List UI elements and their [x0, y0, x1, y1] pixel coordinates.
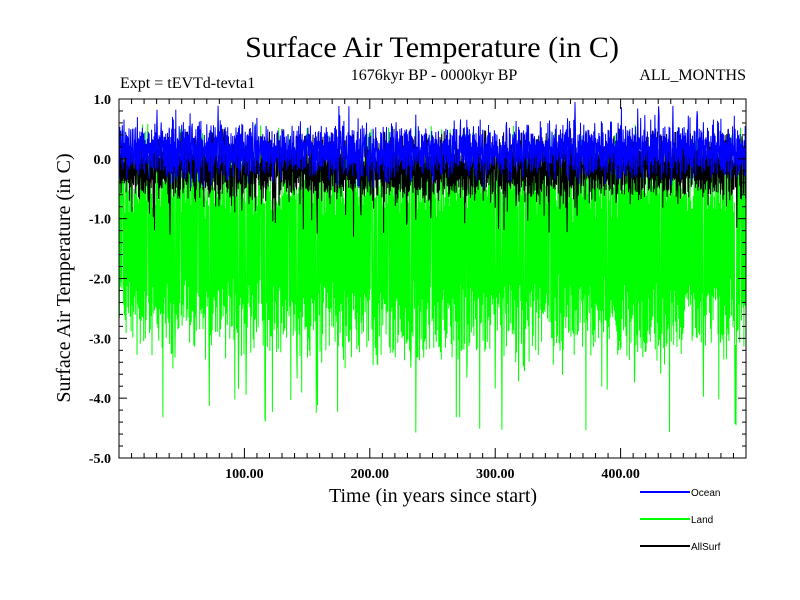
x-axis-label: Time (in years since start) — [329, 485, 537, 507]
x-tick-label: 100.00 — [225, 467, 264, 482]
y-tick-label: 0.0 — [94, 153, 112, 168]
chart-subtitle: 1676kyr BP - 0000kyr BP — [351, 67, 518, 84]
y-tick-label: -3.0 — [89, 332, 111, 347]
x-tick-label: 300.00 — [476, 467, 515, 482]
y-tick-label: -4.0 — [89, 392, 111, 407]
y-tick-label: -5.0 — [89, 452, 111, 467]
x-tick-label: 200.00 — [351, 467, 390, 482]
series-line-ocean — [118, 101, 747, 189]
months-label: ALL_MONTHS — [639, 67, 746, 84]
y-tick-label: -2.0 — [89, 273, 111, 288]
experiment-label: Expt = tEVTd-tevta1 — [120, 75, 255, 92]
legend-label-allsurf: AllSurf — [691, 542, 721, 553]
x-tick-label: 400.00 — [601, 467, 640, 482]
y-axis-label: Surface Air Temperature (in C) — [53, 153, 75, 402]
y-tick-label: 1.0 — [94, 93, 112, 108]
chart-title: Surface Air Temperature (in C) — [245, 31, 619, 64]
legend-label-ocean: Ocean — [691, 488, 720, 499]
legend: Ocean Land AllSurf — [640, 488, 721, 553]
y-tick-label: -1.0 — [89, 213, 111, 228]
legend-label-land: Land — [691, 515, 713, 526]
series-layer — [118, 101, 747, 433]
axes-layer: 1.0 0.0 -1.0 -2.0 -3.0 -4.0 -5.0 100.00 200.00 30… — [89, 93, 747, 482]
